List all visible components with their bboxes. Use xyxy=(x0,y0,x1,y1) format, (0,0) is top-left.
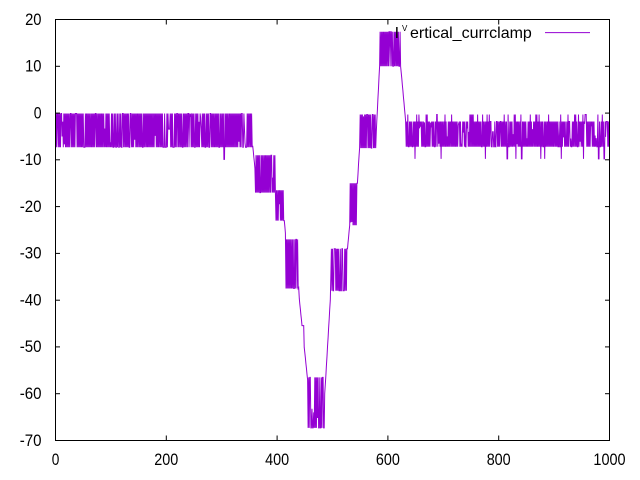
svg-text:V: V xyxy=(402,24,408,33)
svg-text:-60: -60 xyxy=(20,384,42,403)
svg-text:I: I xyxy=(395,25,399,42)
svg-text:800: 800 xyxy=(487,450,511,469)
svg-text:-30: -30 xyxy=(20,244,42,263)
svg-text:600: 600 xyxy=(376,450,400,469)
svg-text:200: 200 xyxy=(154,450,178,469)
svg-text:400: 400 xyxy=(265,450,289,469)
svg-text:0: 0 xyxy=(52,450,60,469)
svg-text:-70: -70 xyxy=(20,431,42,450)
svg-text:-10: -10 xyxy=(20,150,42,169)
svg-text:-40: -40 xyxy=(20,291,42,310)
svg-text:ertical_currclamp: ertical_currclamp xyxy=(410,25,532,42)
svg-text:-20: -20 xyxy=(20,197,42,216)
svg-text:1000: 1000 xyxy=(593,450,625,469)
svg-text:0: 0 xyxy=(34,103,42,122)
svg-text:10: 10 xyxy=(25,57,41,76)
svg-text:-50: -50 xyxy=(20,337,42,356)
svg-text:20: 20 xyxy=(25,10,41,29)
